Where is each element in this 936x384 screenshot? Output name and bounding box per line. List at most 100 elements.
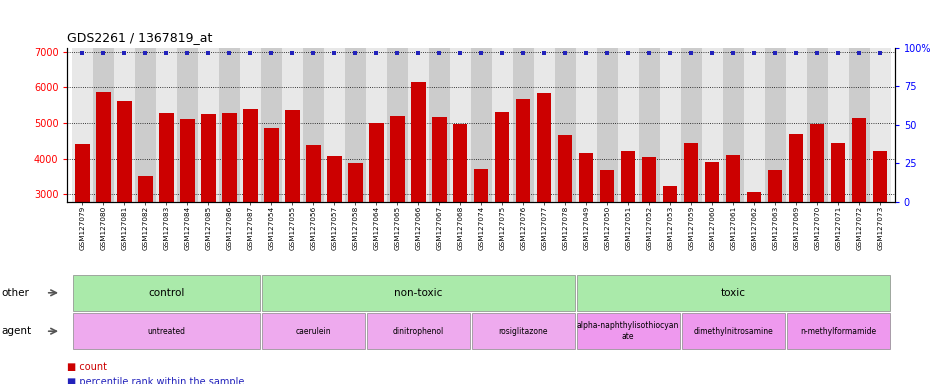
Point (285, 50, 300, 56)
Bar (659, 48, 680, 202)
Bar (848, 48, 869, 202)
Bar (71, 48, 93, 202)
Bar (575, 48, 596, 202)
Bar (826, 48, 848, 202)
Point (431, 50, 446, 56)
Bar (578, 153, 592, 301)
Point (263, 50, 278, 56)
Point (536, 50, 551, 56)
Bar (743, 48, 764, 202)
Bar (599, 170, 614, 301)
Bar (305, 145, 320, 301)
Point (662, 50, 677, 56)
Point (347, 50, 362, 56)
Bar (809, 124, 824, 301)
Bar (200, 114, 215, 301)
Point (305, 50, 320, 56)
Bar (830, 143, 844, 301)
Point (809, 50, 824, 56)
Point (200, 50, 215, 56)
Text: caerulein: caerulein (295, 327, 330, 336)
Point (473, 50, 488, 56)
Bar (617, 48, 638, 202)
Point (788, 50, 803, 56)
Point (368, 50, 383, 56)
Point (557, 50, 572, 56)
Text: dinitrophenol: dinitrophenol (392, 327, 444, 336)
Text: ■ percentile rank within the sample: ■ percentile rank within the sample (67, 377, 244, 384)
Point (851, 50, 866, 56)
Bar (285, 110, 300, 301)
Point (117, 50, 132, 56)
Bar (431, 117, 446, 301)
Point (410, 50, 425, 56)
Point (242, 50, 257, 56)
Bar (389, 116, 404, 301)
Text: non-toxic: non-toxic (393, 288, 442, 298)
Bar (347, 163, 362, 301)
Bar (428, 48, 449, 202)
Bar (113, 48, 135, 202)
Bar (491, 48, 512, 202)
Point (578, 50, 593, 56)
Bar (621, 151, 635, 301)
Bar (515, 99, 530, 301)
Bar (784, 48, 806, 202)
Bar (704, 162, 719, 301)
Point (222, 50, 237, 56)
Bar (641, 157, 656, 301)
Point (327, 50, 342, 56)
Text: toxic: toxic (720, 288, 745, 298)
Bar (264, 128, 278, 301)
Bar (557, 135, 572, 301)
Bar (869, 48, 890, 202)
Bar (449, 48, 470, 202)
Point (515, 50, 530, 56)
Point (620, 50, 635, 56)
Bar (93, 48, 113, 202)
Bar (725, 155, 739, 301)
Bar (764, 48, 784, 202)
Bar (494, 112, 509, 301)
Bar (536, 93, 551, 301)
Text: dimethylnitrosamine: dimethylnitrosamine (693, 327, 772, 336)
Point (704, 50, 719, 56)
Bar (638, 48, 659, 202)
Bar (806, 48, 826, 202)
Bar (722, 48, 743, 202)
Bar (452, 124, 467, 301)
Point (180, 50, 195, 56)
Point (641, 50, 656, 56)
Point (746, 50, 761, 56)
Point (75, 50, 90, 56)
Bar (222, 113, 236, 301)
Bar (767, 170, 782, 301)
Bar (701, 48, 722, 202)
Bar (282, 48, 302, 202)
Bar (871, 151, 886, 301)
Text: GDS2261 / 1367819_at: GDS2261 / 1367819_at (67, 31, 212, 44)
Bar (180, 119, 195, 301)
Bar (596, 48, 617, 202)
Bar (75, 144, 90, 301)
Text: untreated: untreated (147, 327, 185, 336)
Bar (260, 48, 282, 202)
Bar (323, 48, 344, 202)
Point (767, 50, 782, 56)
Bar (177, 48, 197, 202)
Point (871, 50, 886, 56)
Bar (387, 48, 407, 202)
Bar (344, 48, 365, 202)
Bar (242, 109, 257, 301)
Bar (474, 169, 488, 301)
Point (683, 50, 698, 56)
Text: n-methylformamide: n-methylformamide (799, 327, 875, 336)
Point (452, 50, 467, 56)
Text: ■ count: ■ count (67, 362, 108, 372)
Bar (369, 123, 383, 301)
Bar (117, 101, 131, 301)
Bar (197, 48, 218, 202)
Bar (554, 48, 575, 202)
Bar (302, 48, 323, 202)
Bar (470, 48, 491, 202)
